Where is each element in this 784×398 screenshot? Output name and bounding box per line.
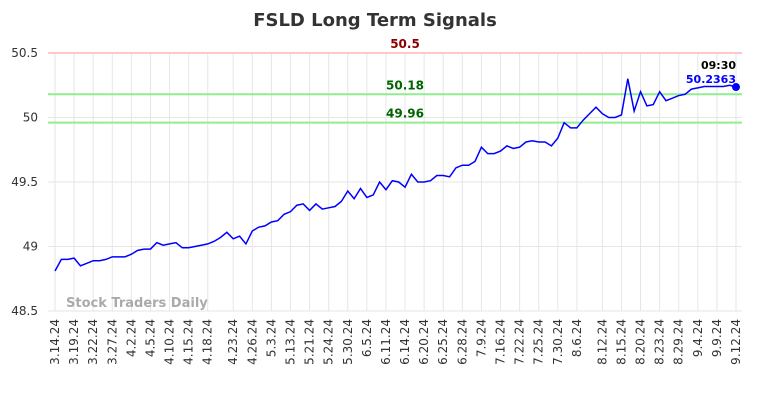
- x-tick-label: 3.22.24: [86, 319, 100, 365]
- y-tick-label: 50.5: [11, 46, 38, 60]
- y-tick-label: 50: [23, 111, 38, 125]
- y-tick-label: 49.5: [11, 175, 38, 189]
- x-tick-label: 8.20.24: [634, 319, 648, 365]
- x-tick-label: 4.15.24: [182, 319, 196, 365]
- last-time-label: 09:30: [701, 59, 736, 72]
- x-tick-label: 9.4.24: [691, 319, 705, 357]
- x-tick-label: 3.14.24: [48, 319, 62, 365]
- x-tick-label: 6.28.24: [455, 319, 469, 365]
- x-tick-label: 5.13.24: [283, 319, 297, 365]
- x-tick-label: 3.19.24: [67, 319, 81, 365]
- x-tick-label: 4.23.24: [226, 319, 240, 365]
- last-value-label: 50.2363: [686, 73, 736, 86]
- x-tick-label: 5.3.24: [264, 319, 278, 357]
- x-tick-label: 4.10.24: [163, 319, 177, 365]
- x-tick-label: 3.27.24: [105, 319, 119, 365]
- x-tick-label: 8.12.24: [595, 319, 609, 365]
- reference-label: 50.18: [386, 78, 424, 92]
- x-tick-label: 6.14.24: [398, 319, 412, 365]
- x-tick-label: 5.24.24: [322, 319, 336, 365]
- line-series: [54, 78, 737, 272]
- x-tick-label: 9.12.24: [729, 319, 743, 365]
- y-tick-label: 48.5: [11, 304, 38, 318]
- x-tick-label: 8.23.24: [653, 319, 667, 365]
- x-tick-label: 7.16.24: [494, 319, 508, 365]
- last-point: [732, 83, 740, 92]
- chart-title: FSLD Long Term Signals: [253, 10, 497, 31]
- x-tick-label: 4.26.24: [245, 319, 259, 365]
- x-tick-label: 6.11.24: [379, 319, 393, 365]
- x-tick-label: 9.9.24: [710, 319, 724, 357]
- x-tick-label: 8.6.24: [570, 319, 584, 357]
- reference-label: 49.96: [386, 107, 424, 121]
- x-tick-label: 4.2.24: [124, 319, 138, 357]
- x-tick-label: 7.22.24: [513, 319, 527, 365]
- x-tick-label: 5.30.24: [341, 319, 355, 365]
- x-tick-label: 5.21.24: [303, 319, 317, 365]
- y-tick-label: 49: [23, 240, 38, 254]
- watermark: Stock Traders Daily: [66, 296, 208, 311]
- x-tick-label: 7.9.24: [474, 319, 488, 357]
- x-tick-label: 8.29.24: [672, 319, 686, 365]
- x-tick-label: 7.25.24: [532, 319, 546, 365]
- x-tick-label: 4.18.24: [201, 319, 215, 365]
- x-tick-label: 4.5.24: [143, 319, 157, 357]
- x-tick-label: 7.30.24: [551, 319, 565, 365]
- x-tick-label: 8.15.24: [614, 319, 628, 365]
- reference-label: 50.5: [390, 37, 420, 51]
- x-tick-label: 6.5.24: [360, 319, 374, 357]
- x-tick-label: 6.25.24: [436, 319, 450, 365]
- x-tick-label: 6.20.24: [417, 319, 431, 365]
